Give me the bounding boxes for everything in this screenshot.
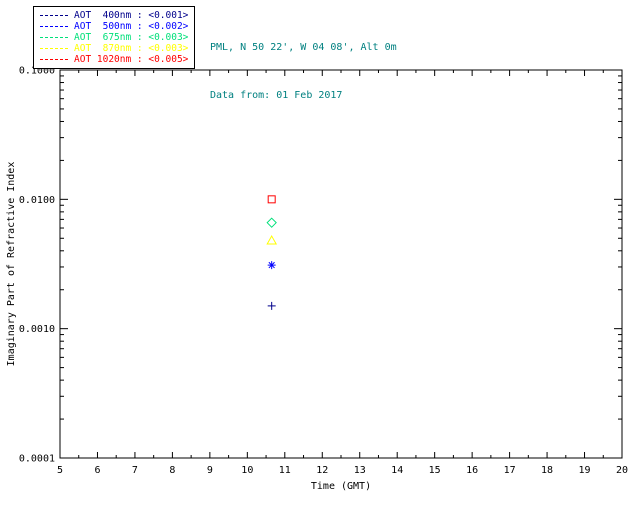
plot-header: PML, N 50 22', W 04 08', Alt 0m Data fro…	[210, 8, 397, 136]
legend-item-aot-400nm: AOT 400nm : <0.001>	[40, 10, 188, 21]
legend-line-sample	[40, 26, 68, 27]
data-point-square	[267, 195, 276, 204]
x-tick-label: 20	[616, 465, 628, 476]
x-tick-label: 6	[94, 465, 100, 476]
x-tick-label: 17	[504, 465, 516, 476]
x-tick-label: 13	[354, 465, 366, 476]
legend-line-sample	[40, 48, 68, 49]
legend-line-sample	[40, 59, 68, 60]
y-tick-label: 0.0100	[19, 195, 55, 206]
x-tick-label: 12	[316, 465, 328, 476]
legend-line-sample	[40, 15, 68, 16]
x-tick-label: 8	[169, 465, 175, 476]
header-date: Data from: 01 Feb 2017	[210, 90, 343, 101]
y-axis-title: Imaginary Part of Refractive Index	[6, 162, 17, 367]
x-tick-label: 11	[279, 465, 291, 476]
legend-item-aot-1020nm: AOT 1020nm : <0.005>	[40, 54, 188, 65]
y-tick-label: 0.0010	[19, 324, 55, 335]
legend-item-aot-500nm: AOT 500nm : <0.002>	[40, 21, 188, 32]
x-tick-label: 14	[391, 465, 403, 476]
data-point-asterisk	[268, 261, 275, 269]
legend: AOT 400nm : <0.001> AOT 500nm : <0.002> …	[33, 6, 196, 69]
legend-item-label: AOT 675nm : <0.003>	[74, 32, 189, 43]
legend-item-aot-870nm: AOT 870nm : <0.003>	[40, 43, 188, 54]
x-tick-label: 19	[579, 465, 591, 476]
y-tick-label: 0.0001	[19, 454, 55, 465]
legend-item-label: AOT 1020nm : <0.005>	[74, 54, 189, 65]
data-point-triangle	[266, 235, 278, 245]
x-tick-label: 16	[466, 465, 478, 476]
data-point-diamond	[266, 217, 277, 228]
x-axis-title: Time (GMT)	[311, 481, 371, 492]
y-tick-label: 0.1000	[19, 66, 55, 77]
legend-line-sample	[40, 37, 68, 38]
x-tick-label: 9	[207, 465, 213, 476]
x-tick-label: 5	[57, 465, 63, 476]
x-tick-label: 7	[132, 465, 138, 476]
x-tick-label: 18	[541, 465, 553, 476]
legend-item-aot-675nm: AOT 675nm : <0.003>	[40, 32, 188, 43]
legend-item-label: AOT 400nm : <0.001>	[74, 10, 189, 21]
header-location: PML, N 50 22', W 04 08', Alt 0m	[210, 42, 397, 53]
x-tick-label: 10	[241, 465, 253, 476]
x-tick-label: 15	[429, 465, 441, 476]
legend-item-label: AOT 500nm : <0.002>	[74, 21, 189, 32]
legend-item-label: AOT 870nm : <0.003>	[74, 43, 189, 54]
